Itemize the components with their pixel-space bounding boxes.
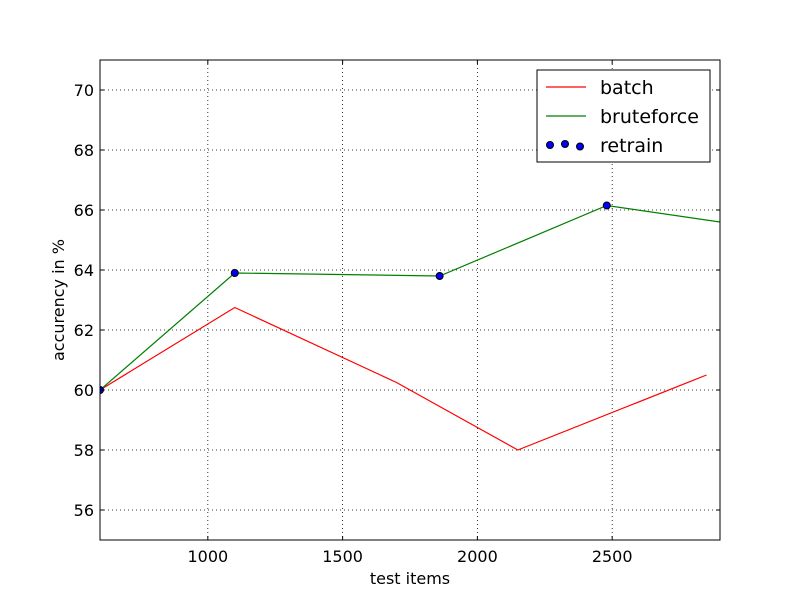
bruteforce-line <box>100 204 720 391</box>
batch-line <box>100 306 707 451</box>
y-tick-label: 64 <box>74 261 94 280</box>
retrain-point <box>435 272 444 280</box>
series <box>100 201 720 451</box>
y-tick-label: 56 <box>74 501 94 520</box>
legend-swatch-retrain <box>576 142 584 151</box>
y-tick-label: 62 <box>74 321 94 340</box>
y-tick-label: 66 <box>74 201 94 220</box>
legend-label-batch: batch <box>600 77 654 99</box>
y-axis-label: accurency in % <box>49 239 68 361</box>
legend-swatch-retrain <box>546 141 554 149</box>
y-tick-label: 68 <box>74 141 94 160</box>
retrain-point <box>602 201 611 210</box>
x-axis-label: test items <box>370 569 450 588</box>
legend-label-retrain: retrain <box>600 135 663 157</box>
y-tick-label: 70 <box>74 81 94 100</box>
x-tick-label: 1500 <box>322 547 363 566</box>
legend-label-bruteforce: bruteforce <box>600 106 699 128</box>
legend: batch bruteforce retrain <box>536 69 711 163</box>
y-tick-label: 60 <box>74 381 94 400</box>
x-tick-label: 1000 <box>187 547 228 566</box>
legend-swatch-retrain <box>561 140 569 148</box>
x-tick-label: 2500 <box>592 547 633 566</box>
ticks: 1000 1500 2000 2500 56 58 60 62 64 66 68 70 <box>74 60 720 566</box>
plot-frame <box>99 59 721 541</box>
y-tick-label: 58 <box>74 441 94 460</box>
retrain-point <box>230 269 239 277</box>
x-tick-label: 2000 <box>457 547 498 566</box>
